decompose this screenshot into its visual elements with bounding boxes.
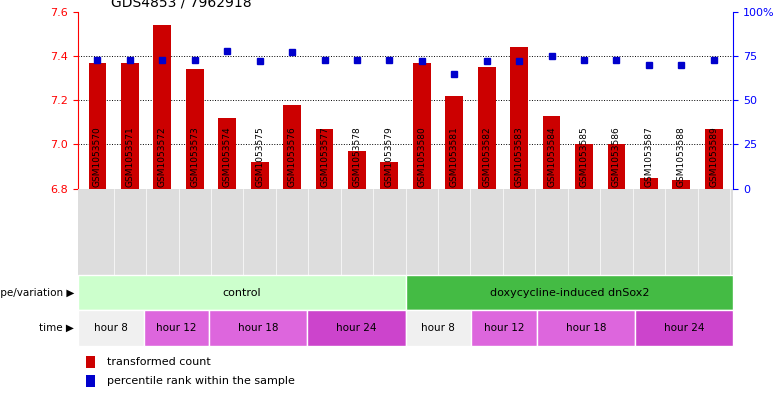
Bar xyxy=(78,310,144,346)
Bar xyxy=(406,310,471,346)
Text: doxycycline-induced dnSox2: doxycycline-induced dnSox2 xyxy=(490,288,649,298)
Bar xyxy=(672,180,690,189)
Bar xyxy=(307,310,406,346)
Bar xyxy=(575,145,593,189)
Bar xyxy=(413,62,431,189)
Bar xyxy=(640,178,658,189)
Text: hour 18: hour 18 xyxy=(238,323,278,333)
Bar xyxy=(348,151,366,189)
Text: genotype/variation ▶: genotype/variation ▶ xyxy=(0,288,74,298)
Bar xyxy=(154,25,172,189)
Bar xyxy=(510,47,528,189)
Text: hour 18: hour 18 xyxy=(566,323,606,333)
Text: hour 24: hour 24 xyxy=(336,323,377,333)
Bar xyxy=(471,310,537,346)
Bar xyxy=(209,310,307,346)
Bar xyxy=(608,145,626,189)
Bar xyxy=(478,67,495,189)
Bar xyxy=(316,129,333,189)
Bar xyxy=(705,129,722,189)
Bar xyxy=(537,310,635,346)
Bar xyxy=(445,96,463,189)
Text: hour 8: hour 8 xyxy=(421,323,456,333)
Bar xyxy=(78,275,406,310)
Bar xyxy=(89,62,106,189)
Bar xyxy=(186,69,204,189)
Bar xyxy=(144,310,209,346)
Text: control: control xyxy=(222,288,261,298)
Text: hour 12: hour 12 xyxy=(484,323,524,333)
Text: hour 8: hour 8 xyxy=(94,323,128,333)
Text: transformed count: transformed count xyxy=(107,357,211,367)
Bar xyxy=(121,62,139,189)
Text: GDS4853 / 7962918: GDS4853 / 7962918 xyxy=(111,0,251,9)
Bar xyxy=(635,310,733,346)
Text: time ▶: time ▶ xyxy=(39,323,74,333)
Bar xyxy=(283,105,301,189)
Text: percentile rank within the sample: percentile rank within the sample xyxy=(107,376,295,386)
Bar xyxy=(381,162,399,189)
Bar xyxy=(406,275,733,310)
Bar xyxy=(543,116,561,189)
Text: hour 12: hour 12 xyxy=(156,323,197,333)
Bar xyxy=(250,162,268,189)
Bar xyxy=(218,118,236,189)
Text: hour 24: hour 24 xyxy=(664,323,704,333)
